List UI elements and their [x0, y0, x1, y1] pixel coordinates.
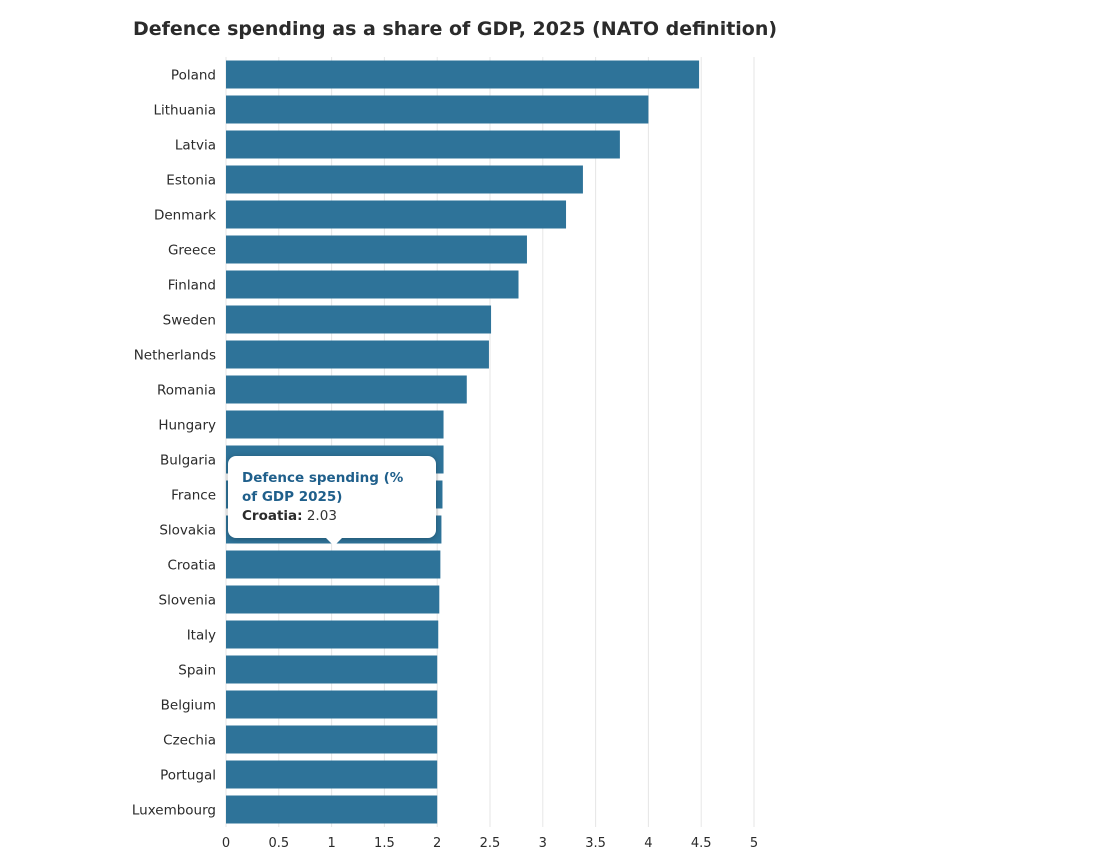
bar-belgium[interactable] — [226, 690, 438, 719]
bar-hungary[interactable] — [226, 410, 444, 439]
bars — [226, 60, 700, 824]
category-label: Slovenia — [159, 593, 216, 609]
x-tick-label: 2 — [433, 836, 441, 851]
bar-estonia[interactable] — [226, 165, 583, 194]
category-label: Latvia — [175, 138, 216, 154]
x-tick-label: 4.5 — [691, 836, 712, 851]
category-label: Czechia — [163, 733, 216, 749]
x-tick-label: 3 — [539, 836, 547, 851]
category-label: Sweden — [163, 313, 216, 329]
category-label: Portugal — [160, 768, 216, 784]
x-tick-label: 3.5 — [585, 836, 606, 851]
tooltip-row: Croatia: 2.03 — [242, 508, 337, 524]
bar-croatia[interactable] — [226, 550, 441, 579]
category-label: Denmark — [154, 208, 216, 224]
category-label: Belgium — [161, 698, 216, 714]
x-tick-label: 5 — [750, 836, 758, 851]
category-label: Hungary — [158, 418, 216, 434]
bar-czechia[interactable] — [226, 725, 438, 754]
tooltip: Defence spending (% of GDP 2025) Croatia… — [228, 456, 436, 546]
category-labels: Poland Lithuania Latvia Estonia Denmark Greec… — [132, 68, 216, 819]
x-tick-label: 1 — [327, 836, 335, 851]
tooltip-title: Defence spending (% of GDP 2025) — [242, 470, 404, 505]
x-tick-label: 1.5 — [374, 836, 395, 851]
x-tick-label: 2.5 — [480, 836, 501, 851]
bar-italy[interactable] — [226, 620, 439, 649]
category-label: Finland — [168, 278, 216, 294]
category-label: Slovakia — [159, 523, 216, 539]
bar-denmark[interactable] — [226, 200, 567, 229]
bar-latvia[interactable] — [226, 130, 620, 159]
category-label: Estonia — [166, 173, 216, 189]
category-label: Greece — [168, 243, 216, 259]
category-label: Lithuania — [153, 103, 216, 119]
x-axis-ticks: 0 0.5 1 1.5 2 2.5 3 3.5 4 4.5 5 — [222, 836, 758, 851]
category-label: Bulgaria — [160, 453, 216, 469]
x-tick-label: 4 — [644, 836, 652, 851]
bar-spain[interactable] — [226, 655, 438, 684]
category-label: Croatia — [167, 558, 216, 574]
bar-slovenia[interactable] — [226, 585, 440, 614]
bar-poland[interactable] — [226, 60, 700, 89]
chart-title: Defence spending as a share of GDP, 2025… — [133, 18, 778, 40]
x-tick-label: 0.5 — [268, 836, 289, 851]
category-label: Italy — [187, 628, 216, 644]
bar-portugal[interactable] — [226, 760, 438, 789]
category-label: Romania — [157, 383, 216, 399]
bar-finland[interactable] — [226, 270, 519, 299]
category-label: France — [171, 488, 216, 504]
bar-luxembourg[interactable] — [226, 795, 438, 824]
x-tick-label: 0 — [222, 836, 230, 851]
category-label: Poland — [171, 68, 216, 84]
tooltip-value: 2.03 — [306, 508, 337, 524]
bar-sweden[interactable] — [226, 305, 492, 334]
category-label: Spain — [178, 663, 216, 679]
bar-greece[interactable] — [226, 235, 527, 264]
tooltip-key: Croatia: — [242, 508, 303, 524]
category-label: Netherlands — [134, 348, 216, 364]
bar-romania[interactable] — [226, 375, 467, 404]
bar-lithuania[interactable] — [226, 95, 649, 124]
category-label: Luxembourg — [132, 803, 216, 819]
bar-netherlands[interactable] — [226, 340, 489, 369]
